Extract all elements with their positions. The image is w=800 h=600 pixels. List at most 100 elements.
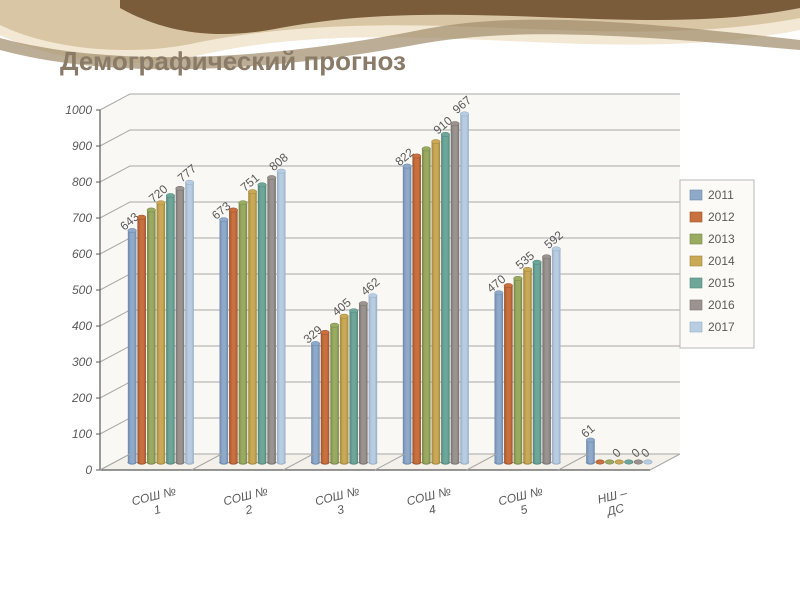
bar-cylinder xyxy=(412,154,421,464)
bar-cylinder xyxy=(137,215,146,464)
swoosh-path-3 xyxy=(120,0,800,34)
x-category-label: СОШ №5 xyxy=(497,484,548,522)
bar-cylinder xyxy=(157,201,166,464)
bar-cylinder xyxy=(340,314,349,464)
bar-top xyxy=(330,323,339,327)
bar-cylinder xyxy=(523,267,532,464)
bar-top xyxy=(267,175,276,179)
y-tick-label: 0 xyxy=(85,463,92,477)
bar-cylinder xyxy=(128,228,137,464)
bar-top xyxy=(504,283,513,287)
svg-text:4: 4 xyxy=(427,502,437,517)
bar-cylinder xyxy=(239,201,248,464)
legend-label: 2015 xyxy=(708,276,735,290)
chart-area: 0100200300400500600700800900100064372077… xyxy=(30,90,770,570)
bar-cylinder xyxy=(359,301,368,464)
bar-zero-disk xyxy=(615,460,624,464)
svg-text:2: 2 xyxy=(243,502,254,518)
bar-cylinder xyxy=(229,208,238,464)
bar-top xyxy=(514,276,523,280)
bar-top xyxy=(432,139,441,143)
legend-label: 2011 xyxy=(708,188,734,202)
swoosh-path-2 xyxy=(0,0,800,50)
legend-swatch xyxy=(690,256,702,266)
y-tick-label: 800 xyxy=(72,175,92,189)
bar-zero-disk xyxy=(634,460,643,464)
bar-top xyxy=(239,201,248,205)
bar-top xyxy=(533,260,542,264)
bar-cylinder xyxy=(258,183,267,464)
y-tick-label: 500 xyxy=(72,283,92,297)
bar-zero-disk xyxy=(605,460,614,464)
bar-cylinder xyxy=(514,276,523,464)
bar-cylinder xyxy=(542,255,551,464)
x-category-label: СОШ №3 xyxy=(314,484,365,522)
bar-top xyxy=(359,301,368,305)
y-tick-label: 1000 xyxy=(65,103,92,117)
bar-zero-disk xyxy=(596,460,605,464)
legend-label: 2013 xyxy=(708,232,735,246)
svg-text:5: 5 xyxy=(519,502,529,517)
bar-cylinder xyxy=(451,121,460,464)
bar-top xyxy=(321,330,330,334)
bar-cylinder xyxy=(403,164,412,464)
bar-cylinder xyxy=(533,260,542,464)
bar-zero-disk xyxy=(644,460,653,464)
y-tick-label: 600 xyxy=(72,247,92,261)
bar-cylinder xyxy=(460,112,469,464)
bar-top xyxy=(258,183,267,187)
bar-cylinder xyxy=(349,309,358,464)
svg-text:3: 3 xyxy=(336,502,346,517)
y-tick-label: 900 xyxy=(72,139,92,153)
bar-cylinder xyxy=(185,180,194,464)
bar-cylinder xyxy=(504,283,513,464)
bar-cylinder xyxy=(422,147,431,464)
slide: { "title": { "text": "Демографический пр… xyxy=(0,0,800,600)
bar-top xyxy=(542,255,551,259)
bar-cylinder xyxy=(248,189,257,464)
bar-top xyxy=(422,147,431,151)
legend-swatch xyxy=(690,190,702,200)
bar-top xyxy=(349,309,358,313)
chart-title: Демографический прогноз xyxy=(60,46,406,77)
legend-swatch xyxy=(690,212,702,222)
bar-cylinder xyxy=(277,169,286,464)
legend-swatch xyxy=(690,278,702,288)
legend-label: 2012 xyxy=(708,210,735,224)
x-category-label: НШ –ДС xyxy=(596,486,632,520)
x-category-label: СОШ №1 xyxy=(130,484,181,522)
legend-swatch xyxy=(690,300,702,310)
bar-cylinder xyxy=(147,208,156,464)
bar-cylinder xyxy=(176,186,185,464)
bar-top xyxy=(166,193,175,197)
bar-cylinder xyxy=(441,132,450,464)
bar-cylinder xyxy=(220,218,229,465)
bar-cylinder xyxy=(552,247,561,464)
bar-cylinder xyxy=(321,330,330,464)
y-tick-label: 100 xyxy=(72,427,92,441)
y-tick-label: 400 xyxy=(72,319,92,333)
x-category-label: СОШ №4 xyxy=(405,484,456,522)
legend-label: 2014 xyxy=(708,254,735,268)
bar-top xyxy=(451,121,460,125)
y-tick-label: 700 xyxy=(72,211,92,225)
legend-swatch xyxy=(690,322,702,332)
bar-top xyxy=(229,208,238,212)
y-tick-label: 300 xyxy=(72,355,92,369)
bar-cylinder xyxy=(311,341,320,464)
bar-cylinder xyxy=(166,193,175,464)
bar-cylinder xyxy=(330,323,339,464)
y-tick-label: 200 xyxy=(71,391,92,405)
svg-text:1: 1 xyxy=(152,502,162,517)
bar-top xyxy=(176,186,185,190)
x-category-label: СОШ №2 xyxy=(222,484,273,522)
legend-swatch xyxy=(690,234,702,244)
bar-cylinder xyxy=(432,139,441,464)
bar-cylinder xyxy=(495,291,504,464)
bar-cylinder xyxy=(369,294,378,465)
bar-top xyxy=(147,208,156,212)
legend-label: 2017 xyxy=(708,320,735,334)
bar-cylinder xyxy=(267,175,276,464)
legend-label: 2016 xyxy=(708,298,735,312)
bar-top xyxy=(412,154,421,158)
